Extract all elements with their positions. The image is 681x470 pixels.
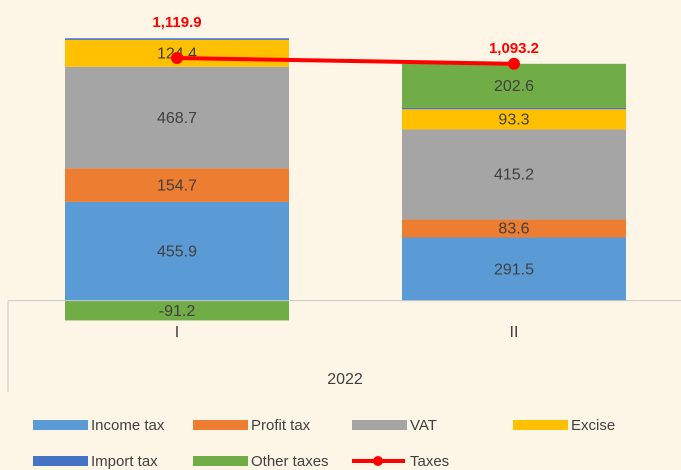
legend-label: Other taxes bbox=[251, 453, 329, 470]
bar-segment bbox=[65, 38, 289, 40]
legend-swatch bbox=[352, 420, 407, 430]
line-label: 1,093.2 bbox=[489, 40, 539, 57]
legend-marker bbox=[373, 456, 383, 466]
data-label: 415.2 bbox=[494, 167, 534, 184]
legend-swatch bbox=[193, 456, 248, 466]
legend-label: VAT bbox=[410, 417, 437, 434]
legend-swatch bbox=[513, 420, 568, 430]
data-label: 83.6 bbox=[498, 221, 529, 238]
line-label: 1,119.9 bbox=[152, 14, 201, 31]
bar-segment bbox=[402, 237, 626, 301]
data-label: 154.7 bbox=[157, 177, 197, 194]
bar-segment bbox=[402, 129, 626, 220]
data-label: -91.2 bbox=[159, 303, 196, 320]
bar-segment bbox=[402, 219, 626, 238]
legend-label: Taxes bbox=[410, 453, 449, 470]
line-series bbox=[176, 56, 515, 66]
line-marker bbox=[508, 57, 520, 70]
data-label: 468.7 bbox=[157, 110, 197, 127]
bar-segment bbox=[402, 63, 626, 108]
data-label: 455.9 bbox=[157, 243, 197, 260]
legend-label: Profit tax bbox=[251, 417, 311, 434]
bar-segment bbox=[65, 66, 289, 169]
x-tick-label: I bbox=[175, 324, 179, 341]
bar-segment bbox=[65, 300, 289, 321]
data-label: 93.3 bbox=[498, 112, 529, 129]
legend-swatch bbox=[193, 420, 248, 430]
data-label: 202.6 bbox=[494, 78, 534, 95]
bar-segment bbox=[402, 107, 626, 110]
bar-segment bbox=[65, 201, 289, 301]
bar-segment bbox=[402, 109, 626, 130]
line-marker bbox=[171, 52, 183, 65]
legend-label: Import tax bbox=[91, 453, 158, 470]
data-label: 291.5 bbox=[494, 261, 534, 278]
legend-swatch bbox=[33, 456, 88, 466]
x-tick-label: II bbox=[510, 324, 519, 341]
legend-label: Excise bbox=[571, 417, 615, 434]
legend-label: Income tax bbox=[91, 417, 165, 434]
legend-swatch bbox=[33, 420, 88, 430]
bar-segment bbox=[65, 168, 289, 202]
group-label: 2022 bbox=[327, 371, 363, 388]
